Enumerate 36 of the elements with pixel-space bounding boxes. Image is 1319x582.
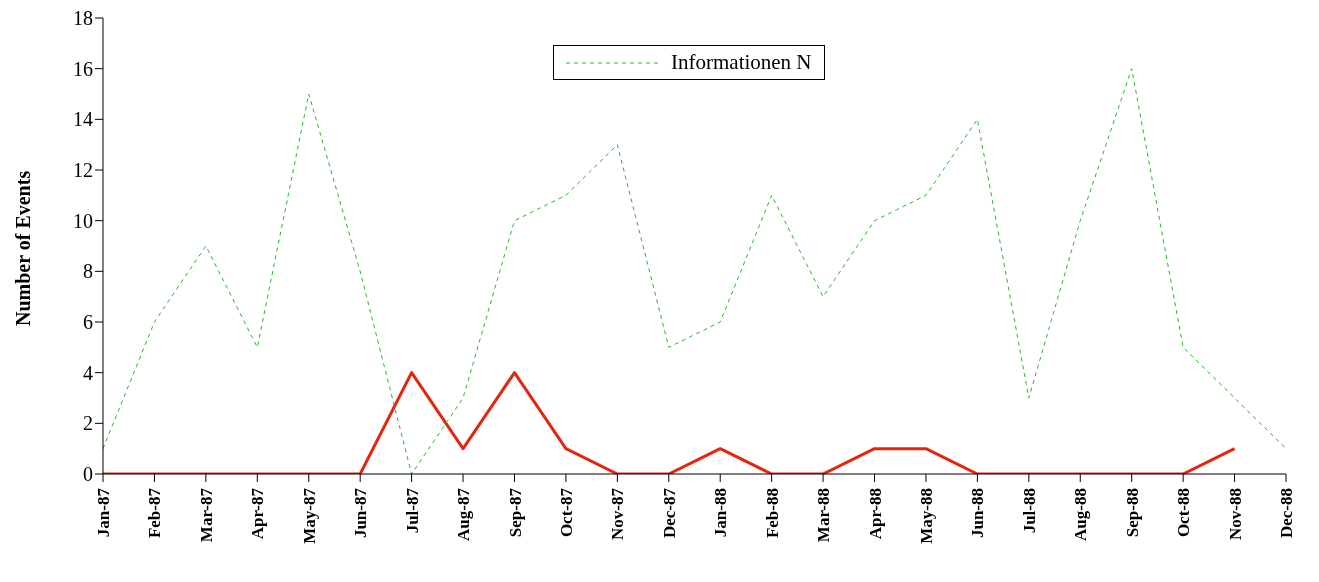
x-tick-label: Aug-87: [454, 487, 474, 541]
x-tick-label: Oct-87: [556, 487, 576, 538]
y-tick-label: 18: [73, 7, 93, 30]
x-tick-label: Dec-88: [1277, 488, 1297, 539]
x-tick-label: Sep-87: [505, 487, 525, 538]
x-tick-label: Jun-87: [351, 487, 371, 539]
x-tick-label: Jan-87: [94, 487, 114, 538]
y-tick-label: 2: [83, 412, 93, 435]
x-tick-label: Oct-88: [1174, 488, 1194, 538]
x-tick-label: May-88: [917, 488, 937, 544]
y-tick-label: 4: [83, 361, 93, 384]
x-tick-label: Feb-88: [762, 488, 782, 539]
legend-label: Informationen N: [671, 50, 812, 75]
y-tick-label: 10: [73, 209, 93, 232]
x-tick-label: Feb-87: [145, 487, 165, 539]
x-tick-label: Sep-88: [1122, 488, 1142, 538]
x-tick-label: Dec-87: [659, 487, 679, 539]
x-tick-label: Jan-88: [711, 488, 731, 538]
x-tick-label: Nov-88: [1225, 488, 1245, 540]
y-axis-title: Number of Events: [12, 170, 35, 326]
y-tick-label: 0: [83, 463, 93, 486]
x-tick-label: Nov-87: [608, 487, 628, 540]
x-tick-label: Jul-87: [402, 487, 422, 534]
x-tick-label: Aug-88: [1071, 488, 1091, 541]
y-tick-label: 14: [73, 108, 93, 131]
x-tick-label: Apr-87: [248, 487, 268, 540]
x-tick-label: Mar-87: [196, 487, 216, 543]
y-tick-label: 16: [73, 57, 93, 80]
y-tick-label: 8: [83, 260, 93, 283]
x-tick-label: Apr-88: [865, 488, 885, 540]
y-tick-label: 12: [73, 159, 93, 182]
y-tick-label: 6: [83, 311, 93, 334]
x-tick-label: Mar-88: [814, 488, 834, 543]
x-tick-label: May-87: [299, 487, 319, 544]
x-tick-label: Jul-88: [1019, 488, 1039, 534]
x-tick-label: Jun-88: [968, 488, 988, 539]
